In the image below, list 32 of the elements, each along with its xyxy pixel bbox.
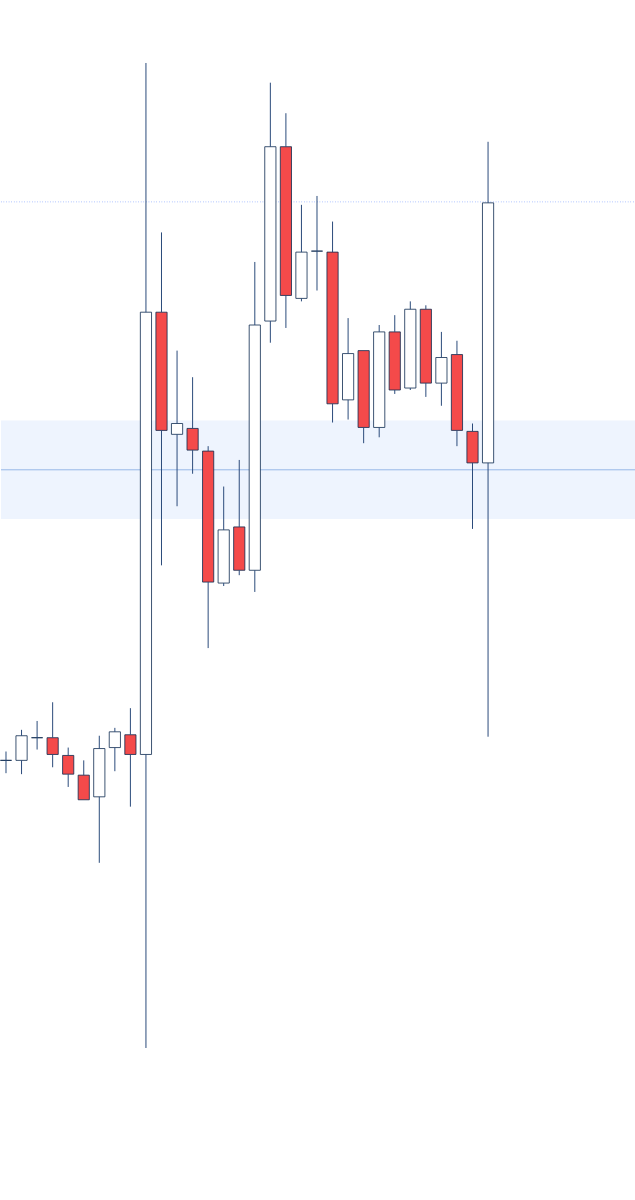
candlestick bbox=[279, 112, 292, 329]
candlestick bbox=[404, 300, 417, 391]
candlestick bbox=[419, 304, 432, 398]
candlestick bbox=[341, 317, 354, 421]
candlestick bbox=[139, 62, 152, 1049]
candlestick bbox=[295, 204, 308, 302]
candlestick bbox=[108, 727, 121, 772]
candlestick bbox=[248, 261, 261, 593]
candlestick bbox=[46, 701, 59, 768]
candlestick bbox=[124, 707, 137, 808]
candlestick bbox=[264, 82, 277, 344]
candlestick bbox=[62, 747, 75, 788]
candlestick bbox=[155, 231, 168, 566]
candlestick bbox=[77, 759, 90, 801]
candlestick bbox=[435, 331, 448, 407]
candlestick bbox=[326, 221, 339, 424]
candlestick bbox=[373, 324, 386, 438]
candlestick bbox=[0, 751, 12, 774]
candlestick bbox=[217, 486, 230, 587]
candlestick bbox=[233, 459, 246, 576]
candlestick bbox=[202, 445, 214, 649]
candlestick bbox=[170, 350, 183, 507]
candlestick bbox=[450, 340, 463, 447]
candlestick bbox=[93, 735, 106, 864]
candlestick bbox=[357, 350, 370, 444]
candlestick bbox=[388, 314, 401, 395]
candlestick bbox=[15, 729, 28, 775]
candlestick bbox=[30, 720, 43, 751]
candlestick bbox=[186, 376, 199, 475]
candlestick bbox=[310, 195, 323, 292]
candlestick bbox=[466, 423, 479, 530]
candlestick bbox=[481, 141, 494, 738]
